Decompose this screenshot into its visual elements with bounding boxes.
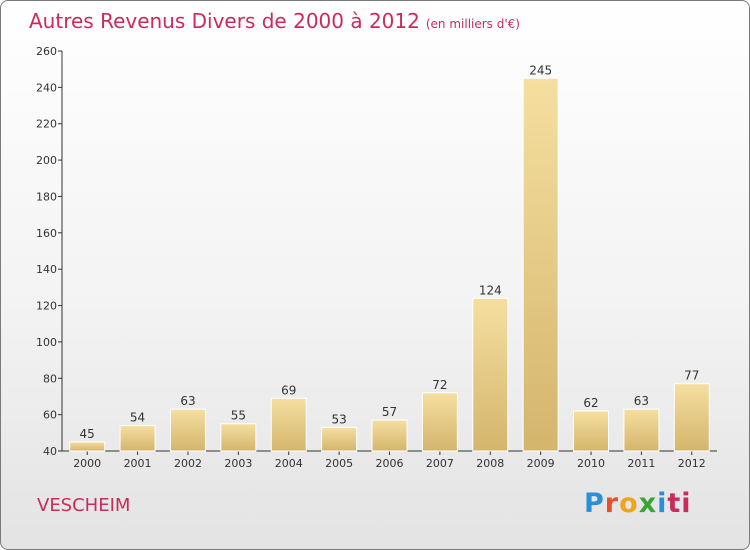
x-tick-label: 2006 <box>376 457 404 470</box>
y-tick-label: 220 <box>36 118 57 131</box>
y-tick-label: 240 <box>36 81 57 94</box>
data-label: 53 <box>331 412 346 426</box>
y-tick-label: 180 <box>36 190 57 203</box>
x-tick-label: 2001 <box>124 457 152 470</box>
y-tick-label: 160 <box>36 227 57 240</box>
chart-bars <box>69 77 710 452</box>
x-tick-label: 2011 <box>627 457 655 470</box>
logo-letter: r <box>604 488 620 519</box>
data-label: 245 <box>529 63 552 77</box>
bar <box>119 425 156 452</box>
bar <box>371 419 408 452</box>
chart-subtitle: (en milliers d'€) <box>425 17 520 31</box>
data-label: 69 <box>281 383 296 397</box>
data-label: 77 <box>684 369 699 383</box>
y-tick-label: 40 <box>43 445 57 458</box>
bar <box>169 408 206 452</box>
bar <box>270 397 307 452</box>
x-tick-label: 2004 <box>275 457 303 470</box>
logo-letter: P <box>584 488 605 519</box>
chart-data-labels: 45 54 63 55 69 53 57 72 124 245 62 63 77 <box>80 63 700 441</box>
bar <box>220 423 257 452</box>
logo-letter: o <box>619 488 639 519</box>
chart-title: Autres Revenus Divers de 2000 à 2012 (en … <box>29 9 520 33</box>
x-tick-label: 2005 <box>325 457 353 470</box>
chart-title-text: Autres Revenus Divers de 2000 à 2012 <box>29 9 420 33</box>
x-tick-label: 2003 <box>224 457 252 470</box>
y-tick-label: 60 <box>43 409 57 422</box>
proxiti-logo: Proxiti <box>584 488 692 519</box>
y-tick-label: 200 <box>36 154 57 167</box>
bar <box>623 408 660 452</box>
y-tick-label: 120 <box>36 300 57 313</box>
bar <box>421 392 458 452</box>
data-label: 57 <box>382 405 397 419</box>
data-label: 124 <box>479 283 502 297</box>
y-tick-label: 260 <box>36 45 57 58</box>
x-tick-label: 2002 <box>174 457 202 470</box>
x-tick-label: 2000 <box>73 457 101 470</box>
x-tick-label: 2012 <box>678 457 706 470</box>
y-tick-label: 100 <box>36 336 57 349</box>
data-label: 55 <box>231 409 246 423</box>
x-tick-label: 2007 <box>426 457 454 470</box>
y-tick-label: 80 <box>43 372 57 385</box>
data-label: 62 <box>583 396 598 410</box>
bar <box>321 426 358 452</box>
chart-axes: 40 60 80 100 120 140 160 180 200 220 240 260 2000 200… <box>36 45 717 470</box>
x-tick-label: 2008 <box>476 457 504 470</box>
logo-letter: x <box>638 488 658 519</box>
logo-letter: i <box>657 488 668 519</box>
logo-letter: ti <box>667 488 692 519</box>
place-name: VESCHEIM <box>37 495 131 516</box>
bar <box>522 77 559 452</box>
bar <box>573 410 610 452</box>
x-tick-label: 2009 <box>527 457 555 470</box>
bar <box>472 297 509 452</box>
bar <box>69 441 106 452</box>
x-tick-label: 2010 <box>577 457 605 470</box>
data-label: 63 <box>634 394 649 408</box>
data-label: 54 <box>130 411 145 425</box>
y-tick-label: 140 <box>36 263 57 276</box>
data-label: 63 <box>180 394 195 408</box>
bar <box>673 383 710 452</box>
data-label: 72 <box>432 378 447 392</box>
data-label: 45 <box>80 427 95 441</box>
